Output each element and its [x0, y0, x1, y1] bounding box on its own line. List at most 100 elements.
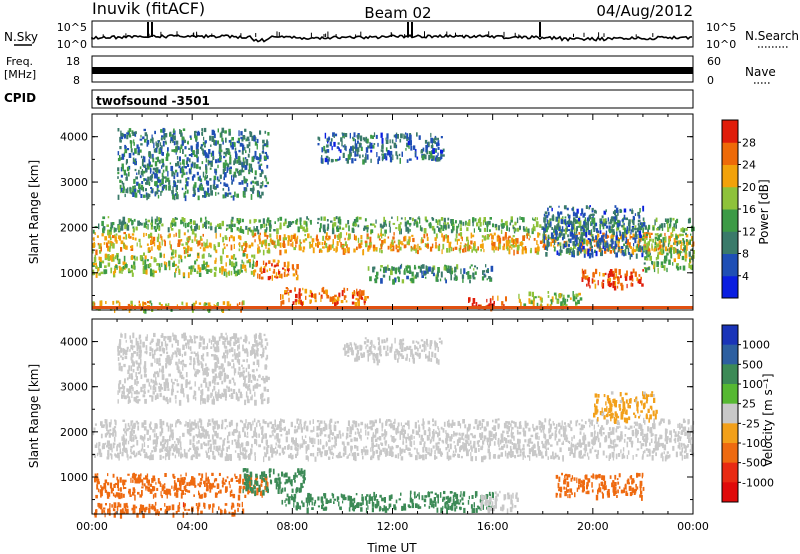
data-cell-r12 [618, 230, 621, 233]
data-cell-r10 [266, 144, 269, 148]
data-cell-r0 [376, 437, 379, 440]
data-cell-r0 [597, 233, 600, 238]
data-cell-r10 [238, 182, 242, 185]
data-cell-r12 [596, 241, 600, 247]
data-cell-r0 [591, 446, 594, 450]
data-cell-r3 [295, 277, 299, 281]
data-cell-r10 [146, 134, 148, 140]
data-cell-r10 [151, 173, 154, 179]
data-cell-r1 [435, 219, 438, 223]
data-cell-r0 [679, 436, 682, 439]
data-cell-r0 [682, 443, 685, 446]
data-cell-r0 [99, 243, 102, 249]
data-cell-r0 [282, 419, 285, 423]
data-cell-r0 [633, 425, 635, 429]
data-cell-r0 [570, 444, 573, 450]
data-cell-r2 [241, 264, 244, 269]
data-cell-r0 [367, 247, 370, 250]
data-cell-r1 [416, 222, 419, 228]
data-cell-r10 [249, 187, 253, 192]
data-cell-r8 [620, 284, 624, 291]
data-cell-r2 [146, 259, 149, 262]
data-cell-r0 [559, 447, 562, 453]
data-cell-r0 [383, 436, 386, 440]
data-cell-r12 [559, 211, 563, 215]
data-cell-r6 [501, 301, 504, 306]
data-cell-r0 [192, 442, 195, 448]
data-cell-r0 [432, 429, 435, 433]
data-cell-r10 [239, 142, 243, 147]
data-cell-r12 [623, 222, 625, 226]
data-cell-r1 [269, 224, 272, 229]
data-cell-r0 [143, 449, 146, 454]
data-cell-r1 [336, 226, 339, 230]
data-cell-r1 [352, 221, 355, 227]
data-cell-r10 [161, 152, 164, 156]
data-cell-r12 [617, 222, 620, 228]
data-cell-r0 [177, 448, 180, 454]
data-cell-r3 [295, 270, 298, 275]
data-cell-r0 [343, 443, 345, 447]
data-cell-r2 [243, 261, 245, 267]
data-cell-r8 [612, 280, 615, 285]
data-cell-r0 [167, 234, 170, 239]
data-cell-r10 [254, 170, 257, 176]
data-cell-r12 [599, 237, 602, 243]
data-cell-r1 [385, 223, 387, 227]
data-cell-r0 [199, 425, 203, 428]
data-cell-r3 [257, 273, 259, 279]
data-cell-r12 [591, 222, 593, 226]
data-cell-r0 [312, 444, 315, 448]
data-cell-r0 [279, 444, 282, 449]
data-cell-r4 [302, 287, 304, 291]
data-cell-r0 [214, 245, 217, 252]
data-cell-r0 [690, 427, 692, 433]
data-cell-r0 [130, 446, 133, 449]
data-cell-r10 [208, 149, 211, 155]
data-cell-r11 [408, 158, 412, 161]
data-cell-r0 [591, 239, 593, 242]
data-cell-r0 [557, 456, 560, 460]
data-cell-r0 [483, 435, 487, 440]
data-cell-r2 [125, 264, 128, 268]
data-cell-r0 [654, 446, 657, 449]
data-cell-r0 [168, 447, 172, 452]
data-cell-r3 [275, 272, 278, 277]
data-cell-r0 [588, 240, 590, 244]
data-cell-r0 [149, 435, 151, 441]
colorbar-tick-label-5: 24 [742, 159, 756, 172]
data-cell-r0 [553, 245, 555, 248]
data-cell-r3 [287, 270, 290, 273]
data-cell-r10 [227, 149, 230, 155]
data-cell-r4 [346, 288, 349, 291]
data-cell-r12 [580, 242, 582, 245]
data-cell-r10 [223, 151, 226, 155]
data-cell-r10 [219, 151, 222, 155]
data-cell-r0 [325, 235, 327, 240]
data-cell-r0 [388, 419, 391, 422]
data-cell-r10 [173, 141, 176, 146]
data-cell-r0 [437, 426, 439, 429]
data-cell-r0 [313, 426, 315, 432]
data-cell-r1 [249, 219, 252, 224]
data-cell-r0 [136, 242, 138, 247]
data-cell-r0 [369, 420, 372, 425]
data-cell-r2 [158, 267, 161, 271]
data-cell-r10 [206, 175, 208, 179]
data-cell-r12 [572, 206, 575, 212]
data-cell-r0 [654, 239, 657, 245]
data-cell-r12 [595, 222, 598, 227]
data-cell-r10 [176, 172, 179, 177]
data-cell-r1 [178, 229, 181, 234]
data-cell-r10 [149, 176, 153, 180]
data-cell-r9 [181, 301, 184, 305]
data-cell-r0 [393, 421, 396, 424]
data-cell-r0 [442, 428, 445, 433]
data-cell-r0 [346, 456, 349, 459]
data-cell-r8 [624, 276, 628, 281]
data-cell-r11 [346, 158, 349, 164]
data-cell-r0 [526, 443, 530, 447]
data-cell-r0 [228, 431, 230, 437]
data-cell-r11 [392, 154, 394, 161]
data-cell-r0 [287, 240, 290, 246]
